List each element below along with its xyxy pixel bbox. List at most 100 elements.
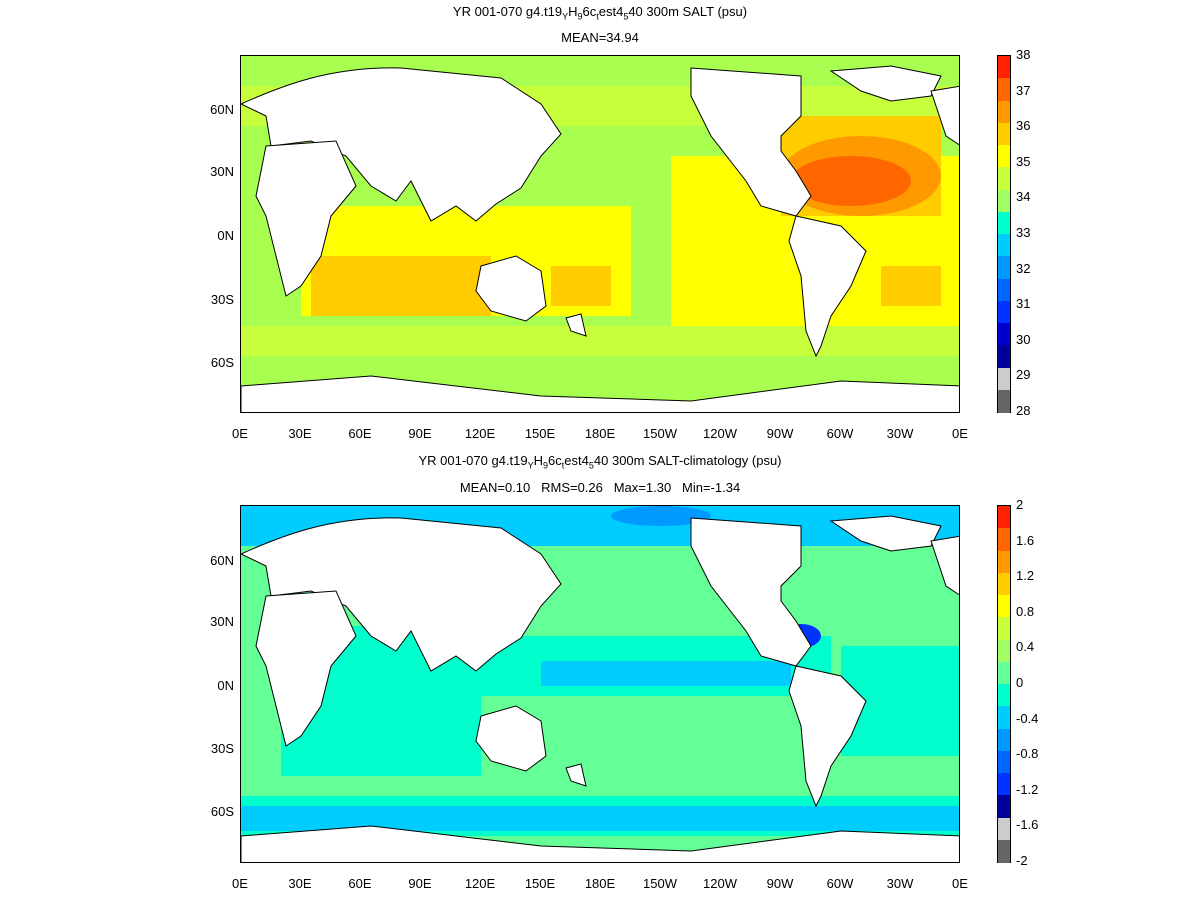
top-lon-label: 30E (288, 426, 312, 441)
colorbar-tick-label: -1.6 (1016, 817, 1039, 833)
colorbar-tick-label: 34 (1016, 189, 1031, 205)
top-lon-label: 150W (643, 426, 677, 441)
colorbar-segment (998, 256, 1010, 280)
bottom-title: YR 001-070 g4.t19YH96ctest4540 300m SALT… (0, 453, 1200, 474)
bottom-title-sub: 5 (588, 460, 594, 471)
bottom-title-part: 40 300m SALT-climatology (psu) (593, 453, 782, 468)
colorbar-segment (998, 839, 1010, 863)
bottom-lon-label: 30E (288, 876, 312, 891)
bottom-title-part: 6c (548, 453, 562, 468)
colorbar-tick-label: 36 (1016, 118, 1031, 134)
colorbar-segment (998, 56, 1010, 79)
top-lat-60N: 60N (210, 102, 234, 117)
top-lat-0N: 0N (217, 228, 234, 243)
colorbar-segment (998, 595, 1010, 618)
bottom-stats: MEAN=0.10 RMS=0.26 Max=1.30 Min=-1.34 (459, 480, 741, 495)
bottom-title-part: est4 (564, 453, 589, 468)
bottom-lon-label: 90W (766, 876, 794, 891)
top-map (240, 55, 960, 413)
bottom-lat-60S: 60S (210, 804, 234, 819)
colorbar-segment (998, 389, 1010, 413)
top-lon-label: 120E (464, 426, 496, 441)
colorbar-segment (998, 795, 1010, 819)
bottom-lon-label: 0E (232, 876, 248, 891)
bottom-lat-60N: 60N (210, 553, 234, 568)
top-title-part: est4 (598, 4, 624, 19)
top-title-part: 40 300m SALT (psu) (628, 4, 748, 19)
colorbar-tick-label: 0 (1016, 675, 1024, 690)
colorbar-tick-label: 35 (1016, 153, 1031, 169)
colorbar-tick-label: 0.4 (1016, 639, 1035, 655)
colorbar-segment (998, 211, 1010, 235)
top-lon-label: 0E (232, 426, 248, 441)
top-lat-60S: 60S (210, 355, 234, 370)
colorbar-tick-label: -0.8 (1016, 746, 1039, 762)
colorbar-segment (998, 817, 1010, 841)
colorbar-tick-label: 29 (1016, 367, 1031, 383)
colorbar-tick-label: 30 (1016, 331, 1031, 347)
colorbar-segment (998, 684, 1010, 707)
bottom-title-part: H (533, 453, 544, 468)
colorbar-segment (998, 367, 1010, 391)
top-title-sub: 9 (577, 11, 583, 22)
colorbar-tick-label: 1.6 (1016, 532, 1035, 548)
top-lon-label: 90E (408, 426, 432, 441)
top-colorbar (997, 55, 1011, 413)
bottom-lat-30S: 30S (210, 741, 234, 756)
bottom-lon-label: 0E (952, 876, 968, 891)
colorbar-segment (998, 78, 1010, 102)
top-lon-label: 90W (766, 426, 794, 441)
colorbar-segment (998, 100, 1010, 124)
top-title-part: YR 001-070 g4.t19 (452, 4, 563, 19)
top-lon-label: 60W (826, 426, 854, 441)
bottom-lon-label: 120W (703, 876, 737, 891)
bottom-title-sub: 9 (543, 460, 549, 471)
top-lat-30S: 30S (210, 292, 234, 307)
colorbar-tick-label: 37 (1016, 82, 1031, 98)
top-map-graphic (241, 56, 959, 412)
colorbar-segment (998, 122, 1010, 146)
colorbar-segment (998, 661, 1010, 685)
colorbar-tick-label: 28 (1016, 403, 1031, 418)
colorbar-segment (998, 639, 1010, 663)
bottom-lat-0N: 0N (217, 678, 234, 693)
top-lat-30N: 30N (210, 164, 234, 179)
bottom-title-sub: t (561, 460, 565, 471)
colorbar-segment (998, 706, 1010, 730)
colorbar-tick-label: 32 (1016, 260, 1031, 276)
bottom-lon-label: 90E (408, 876, 432, 891)
top-title-sub: 5 (623, 11, 629, 22)
bottom-title-part: YR 001-070 g4.t19 (418, 453, 528, 468)
top-lon-label: 150E (524, 426, 556, 441)
colorbar-tick-label: -1.2 (1016, 781, 1039, 797)
colorbar-segment (998, 323, 1010, 346)
colorbar-tick-label: -0.4 (1016, 710, 1039, 726)
top-lon-label: 60E (348, 426, 372, 441)
bottom-lon-label: 150W (643, 876, 677, 891)
bottom-lon-label: 60E (348, 876, 372, 891)
top-lon-label: 30W (886, 426, 914, 441)
colorbar-tick-label: 2 (1016, 497, 1024, 512)
colorbar-segment (998, 572, 1010, 596)
colorbar-tick-label: 38 (1016, 47, 1031, 62)
top-landmasses (241, 65, 959, 412)
bottom-landmasses (241, 515, 959, 862)
bottom-map (240, 505, 960, 863)
top-title-part: H (568, 4, 578, 19)
top-lon-label: 180E (584, 426, 616, 441)
bottom-colorbar (997, 505, 1011, 863)
colorbar-tick-label: 33 (1016, 225, 1031, 240)
colorbar-segment (998, 300, 1010, 324)
colorbar-segment (998, 167, 1010, 191)
bottom-lon-label: 150E (524, 876, 556, 891)
colorbar-segment (998, 278, 1010, 302)
top-lon-label: 120W (703, 426, 737, 441)
top-title-sub: Y (562, 11, 569, 22)
bottom-lon-label: 30W (886, 876, 914, 891)
colorbar-segment (998, 189, 1010, 213)
colorbar-segment (998, 550, 1010, 574)
colorbar-tick-label: -2 (1016, 853, 1028, 868)
colorbar-segment (998, 506, 1010, 529)
colorbar-segment (998, 145, 1010, 168)
top-title: YR 001-070 g4.t19YH96ctest4540 300m SALT… (0, 4, 1200, 25)
